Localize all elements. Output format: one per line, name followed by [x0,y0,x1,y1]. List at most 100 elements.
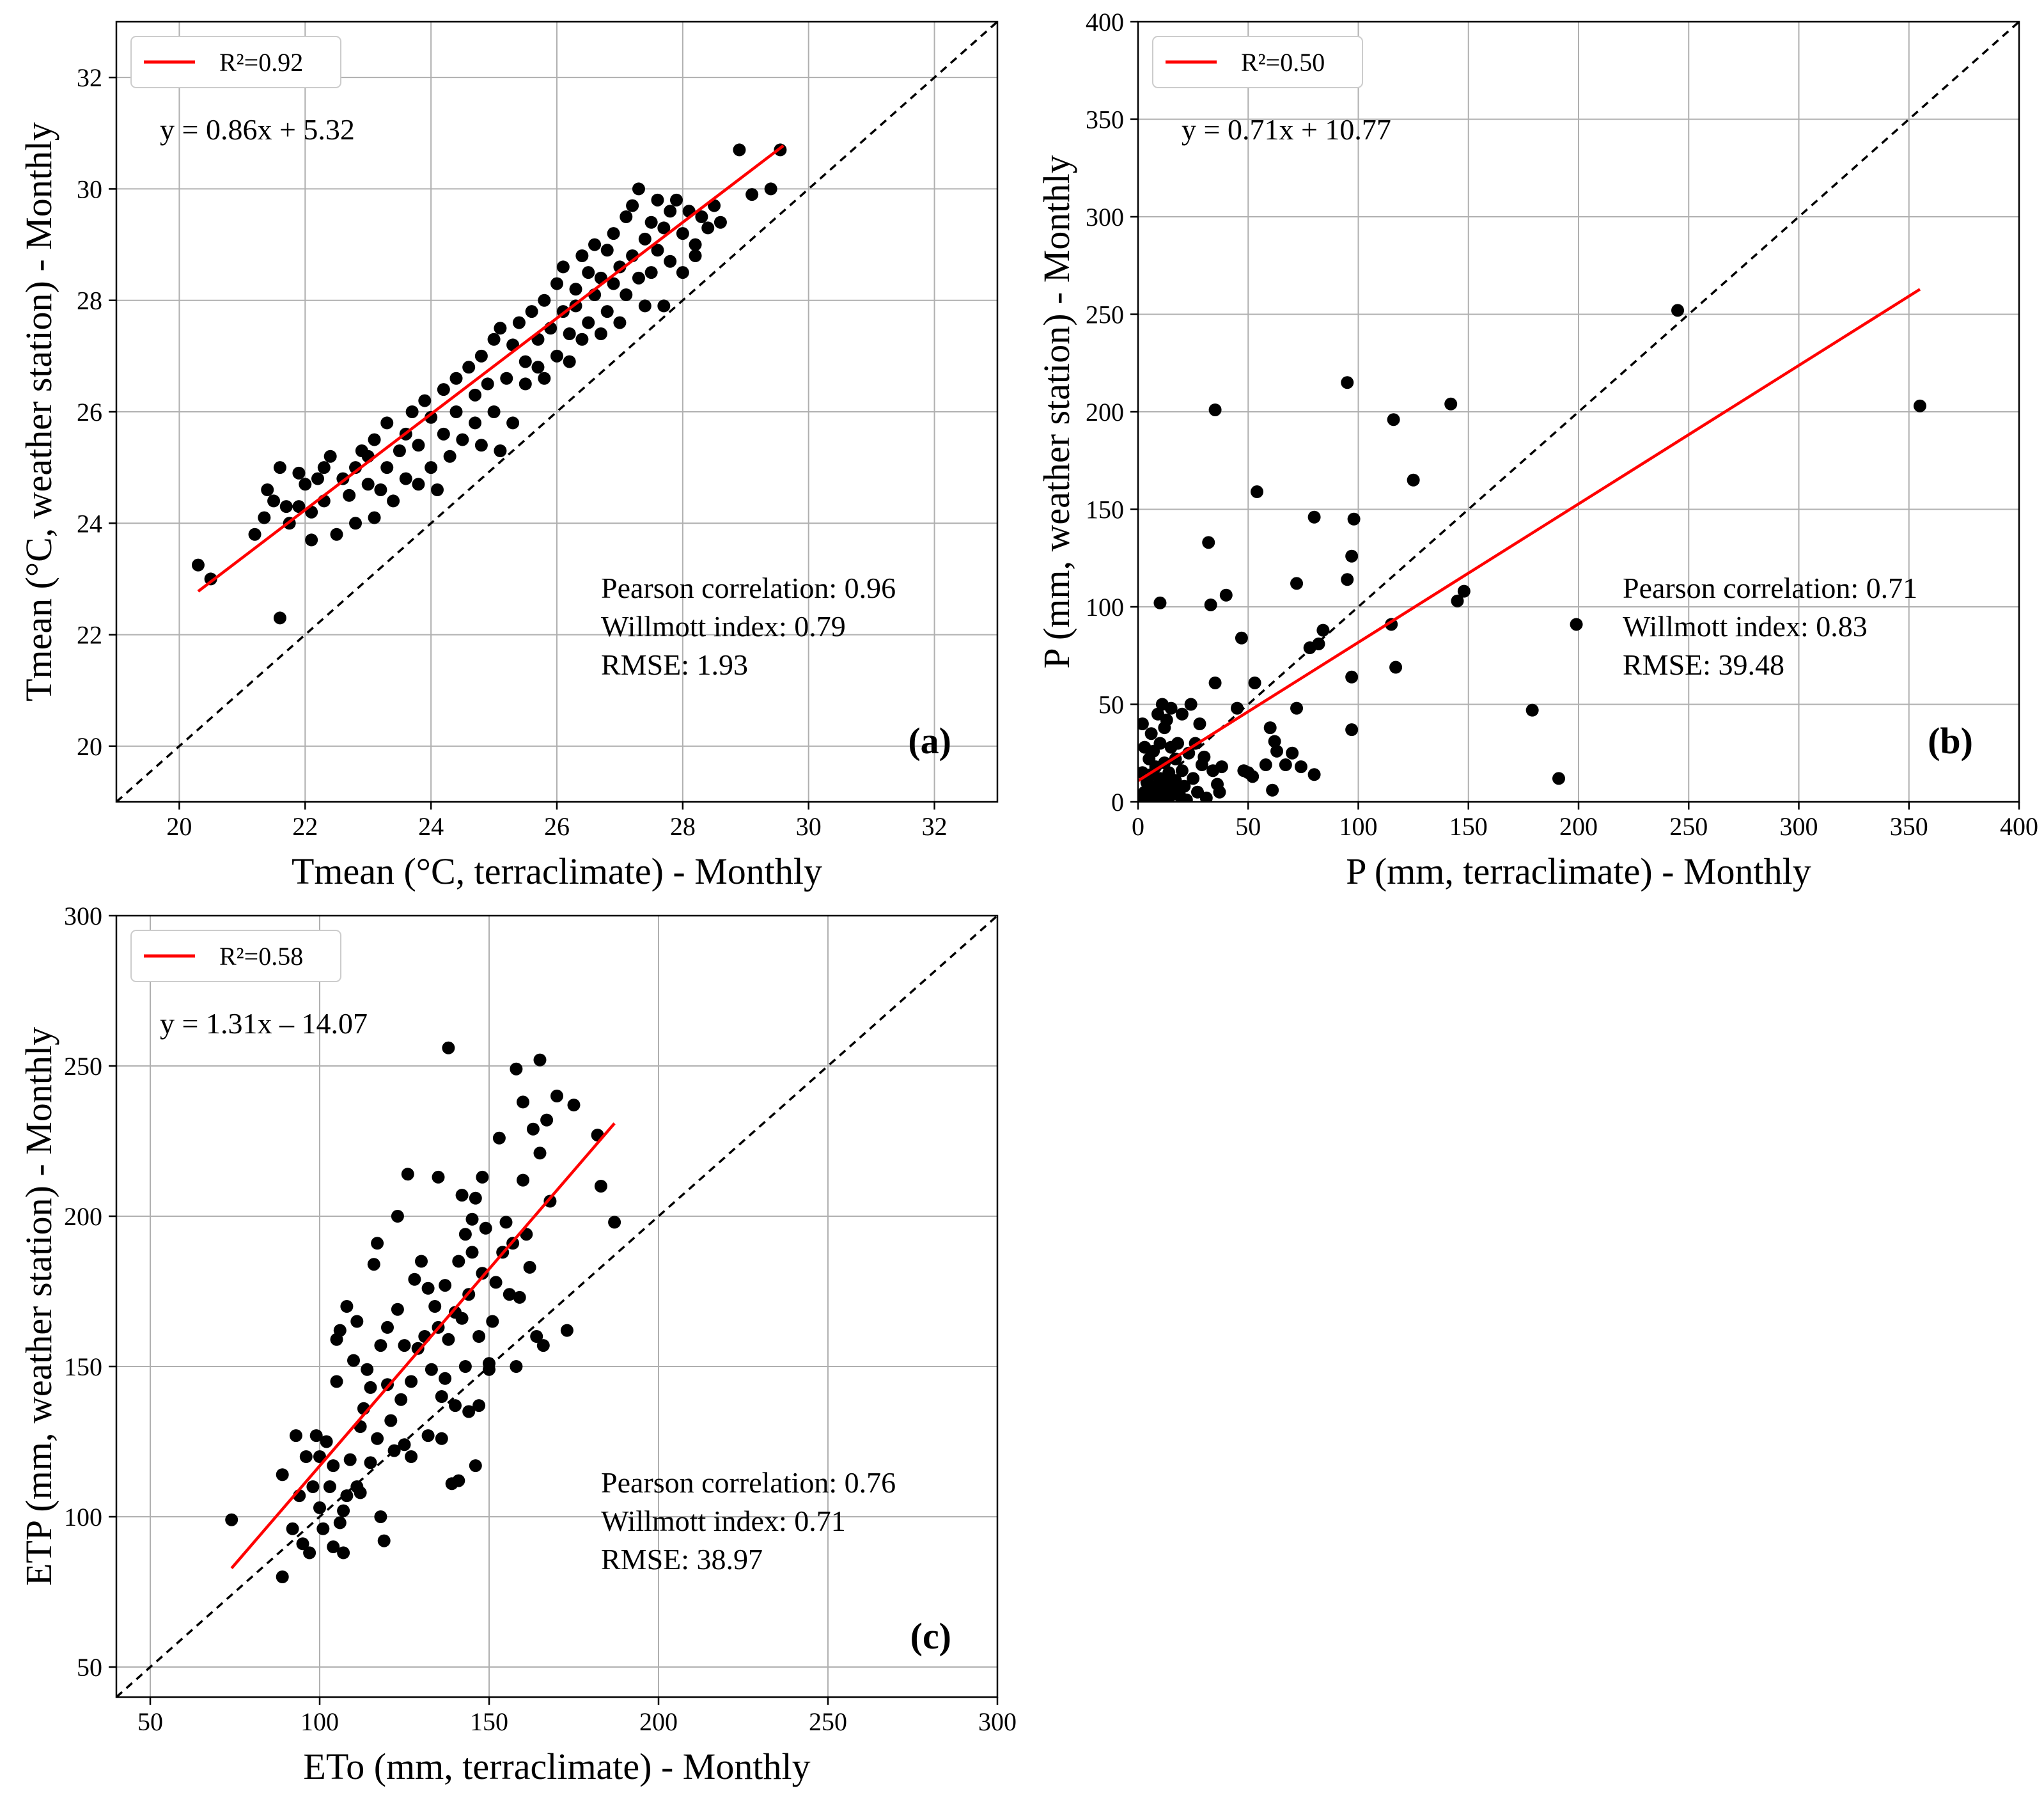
data-point [374,1339,387,1352]
data-point [273,611,286,625]
data-point [632,182,645,196]
x-tick-label: 100 [1339,812,1378,841]
data-point [225,1513,238,1526]
panel-label: (c) [910,1615,951,1657]
legend: R²=0.58 [130,930,341,982]
data-point [313,1450,326,1463]
data-point [1341,376,1354,389]
data-point [556,260,570,274]
data-point [428,1300,442,1313]
plot-area [116,916,997,1697]
identity-line [116,916,997,1697]
panel-label: (b) [1928,720,1973,762]
y-tick-label: 250 [1086,301,1124,329]
data-point [439,1279,452,1292]
data-point [405,405,419,418]
data-point [320,1435,333,1448]
data-point [1279,758,1292,772]
x-tick-label: 150 [1449,812,1488,841]
data-point [594,327,607,340]
data-point [1175,764,1189,778]
data-point [340,1489,354,1503]
data-point [374,1510,387,1523]
data-point [638,299,651,313]
data-point [432,1170,445,1184]
data-point [381,1320,394,1334]
data-point [1153,737,1167,750]
y-tick-label: 50 [77,1653,102,1682]
data-point [327,1540,340,1553]
data-point [267,494,281,508]
x-tick-label: 250 [1669,812,1708,841]
data-point [600,244,614,257]
legend: R²=0.92 [130,36,341,88]
data-point [1312,637,1325,650]
data-point [1215,760,1228,774]
y-axis-label: Tmean (°C, weather station) - Monthly [18,122,59,701]
data-point [563,355,576,368]
data-point [1199,791,1213,802]
data-point [492,1131,506,1145]
data-point [1290,701,1304,715]
data-point [1213,785,1226,799]
data-point [533,1147,547,1160]
data-point [506,416,520,430]
data-point [588,238,602,251]
data-point [430,483,444,496]
data-point [540,1113,554,1127]
data-point [676,266,689,279]
y-tick-label: 0 [1111,788,1124,817]
data-point [494,444,507,457]
data-point [1208,676,1222,689]
y-tick-label: 28 [77,286,102,315]
data-point [306,1480,320,1493]
regression-line [197,145,784,593]
data-point [1160,713,1173,726]
data-point [469,388,482,402]
data-point [1219,588,1233,602]
data-point [449,372,463,385]
data-point [472,1330,486,1343]
data-point [489,1276,503,1289]
data-point [442,1333,455,1346]
data-point [398,1339,411,1352]
data-point [575,333,589,346]
data-point [1345,549,1359,563]
data-point [1202,536,1215,549]
data-point [387,1444,401,1457]
regression-equation: y = 0.86x + 5.32 [160,113,355,146]
data-point [499,1216,513,1229]
data-point [560,1324,573,1337]
data-point [1266,783,1279,797]
data-point [412,478,425,491]
data-point [367,1258,380,1271]
stats-line: Willmott index: 0.71 [601,1505,846,1537]
data-point [764,182,777,196]
y-tick-label: 200 [64,1202,102,1231]
data-point [613,260,627,274]
data-point [458,1228,472,1241]
x-axis-label: P (mm, terraclimate) - Monthly [1346,850,1811,892]
data-point [1248,676,1261,689]
data-point [1231,701,1244,715]
data-point [494,322,507,335]
data-point [292,500,306,513]
data-point [1444,397,1458,411]
data-point [299,478,312,491]
data-point [550,349,563,363]
y-tick-label: 24 [77,509,102,538]
data-point [1294,760,1307,774]
data-point [644,266,658,279]
panel-c: 50 100 150 200 250 300 50 100 150 200 250 300 R²=0.5… [18,902,1017,1787]
data-point [425,461,438,474]
data-point [330,1375,343,1388]
data-point [531,361,545,374]
data-point [364,1456,377,1469]
data-point [286,1522,299,1535]
regression-line [1138,288,1921,783]
panel-b: 0 50 100 150 200 250 300 350 400 0 50 100 150 200 250 3… [1036,8,2038,892]
data-point [1198,750,1211,763]
identity-line [116,22,997,802]
panel-a: 20 22 24 26 28 30 32 20 22 24 26 28 30 32 R²=0.92 y = 0… [18,20,999,892]
